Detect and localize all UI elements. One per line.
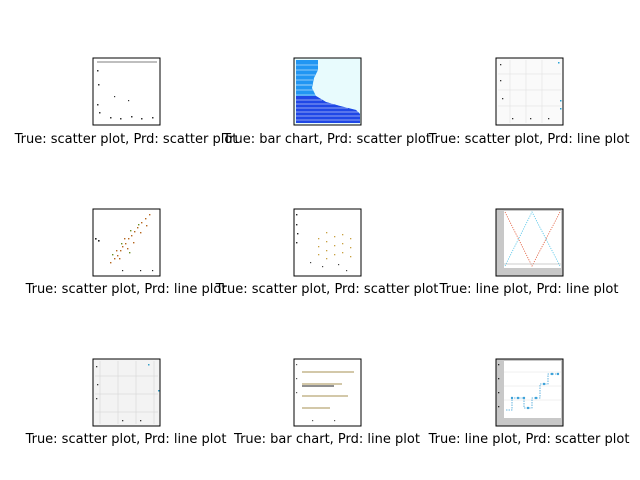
panel-2-caption: True: bar chart, Prd: scatter plot [222, 132, 431, 147]
panel-8-thumbnail [293, 358, 362, 427]
panel-8: True: bar chart, Prd: line plot [233, 358, 420, 447]
panel-9: True: line plot, Prd: scatter plot [428, 358, 630, 447]
panel-6-thumbnail [495, 208, 564, 277]
panel-7-caption: True: scatter plot, Prd: line plot [25, 432, 227, 447]
panel-4-caption: True: scatter plot, Prd: line plot [25, 282, 227, 297]
panel-5-caption: True: scatter plot, Prd: scatter plot [215, 282, 439, 297]
panel-8-caption: True: bar chart, Prd: line plot [233, 432, 420, 447]
panel-4: True: scatter plot, Prd: line plot [25, 208, 227, 297]
panel-2-thumbnail [293, 57, 362, 126]
panel-2: True: bar chart, Prd: scatter plot [222, 57, 431, 147]
panel-3-caption: True: scatter plot, Prd: line plot [428, 132, 630, 147]
panel-9-caption: True: line plot, Prd: scatter plot [428, 432, 630, 447]
panel-3: True: scatter plot, Prd: line plot [428, 57, 630, 147]
panel-5-thumbnail [293, 208, 362, 277]
panel-1-thumbnail [92, 57, 161, 126]
panel-5: True: scatter plot, Prd: scatter plot [215, 208, 439, 297]
panel-7-thumbnail [92, 358, 161, 427]
panel-7: True: scatter plot, Prd: line plot [25, 358, 227, 447]
panel-1-caption: True: scatter plot, Prd: scatter plot [14, 132, 238, 147]
panel-6-caption: True: line plot, Prd: line plot [439, 282, 619, 297]
panel-4-thumbnail [92, 208, 161, 277]
panel-3-thumbnail [495, 57, 564, 126]
panel-1: True: scatter plot, Prd: scatter plot [14, 57, 238, 147]
panel-9-thumbnail [495, 358, 564, 427]
panel-6: True: line plot, Prd: line plot [439, 208, 619, 297]
